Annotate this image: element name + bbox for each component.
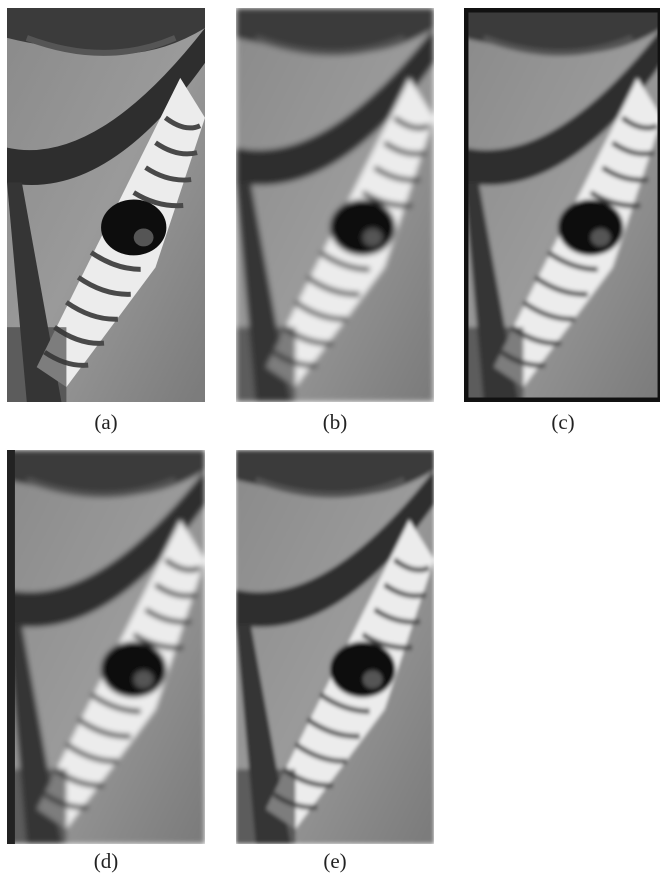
image-panel [236, 8, 434, 402]
caption: (a) [7, 410, 205, 435]
image-panel [7, 8, 205, 402]
image-panel [236, 450, 434, 844]
caption: (d) [7, 849, 205, 874]
caption: (b) [236, 410, 434, 435]
caption: (e) [236, 849, 434, 874]
image-panel [464, 8, 660, 402]
caption: (c) [464, 410, 660, 435]
image-panel [7, 450, 205, 844]
figure: (a) (b) (c) (d) (e) [0, 0, 660, 875]
